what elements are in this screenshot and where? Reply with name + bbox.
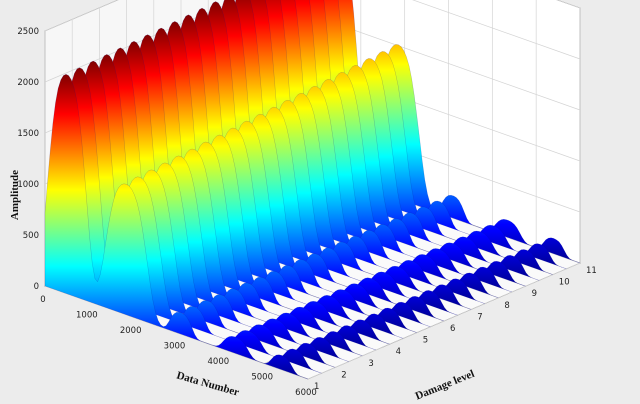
- x-tick-label: 3000: [164, 342, 186, 352]
- surface-slice: [44, 74, 309, 380]
- y-tick-label: 4: [396, 347, 401, 357]
- y-tick-label: 8: [504, 301, 509, 311]
- x-axis-label: Data Number: [175, 369, 240, 398]
- x-tick-label: 1000: [76, 311, 98, 321]
- y-tick-label: 1: [314, 382, 319, 392]
- y-tick-label: 9: [532, 289, 537, 299]
- z-tick-label: 2500: [17, 27, 39, 37]
- z-tick-label: 1500: [17, 129, 39, 139]
- x-tick-label: 5000: [251, 373, 273, 383]
- z-tick-label: 1000: [17, 180, 39, 190]
- y-tick-label: 11: [586, 266, 597, 276]
- y-axis-label: Damage level: [414, 368, 477, 403]
- z-grid-side: [44, 0, 119, 32]
- y-tick-label: 5: [423, 336, 428, 346]
- surface-plot: [44, 0, 581, 380]
- tick-labels: 0 500 1000 1500 2000 2500 0 1000 2000 3000 4000 500…: [17, 27, 596, 398]
- x-tick-label: 4000: [208, 357, 230, 367]
- z-axis-label: Amplitude: [9, 170, 21, 220]
- z-tick-label: 2000: [17, 78, 39, 88]
- y-tick-label: 6: [450, 324, 455, 334]
- z-tick-label: 500: [23, 231, 39, 241]
- x-tick-label: 6000: [295, 388, 317, 398]
- y-tick-label: 10: [559, 278, 570, 288]
- z-tick-label: 0: [34, 282, 39, 292]
- y-tick-label: 3: [368, 359, 373, 369]
- y-tick-label: 2: [341, 370, 346, 380]
- x-tick-label: 0: [40, 295, 45, 305]
- y-tick-label: 7: [477, 312, 482, 322]
- x-tick-label: 2000: [120, 326, 142, 336]
